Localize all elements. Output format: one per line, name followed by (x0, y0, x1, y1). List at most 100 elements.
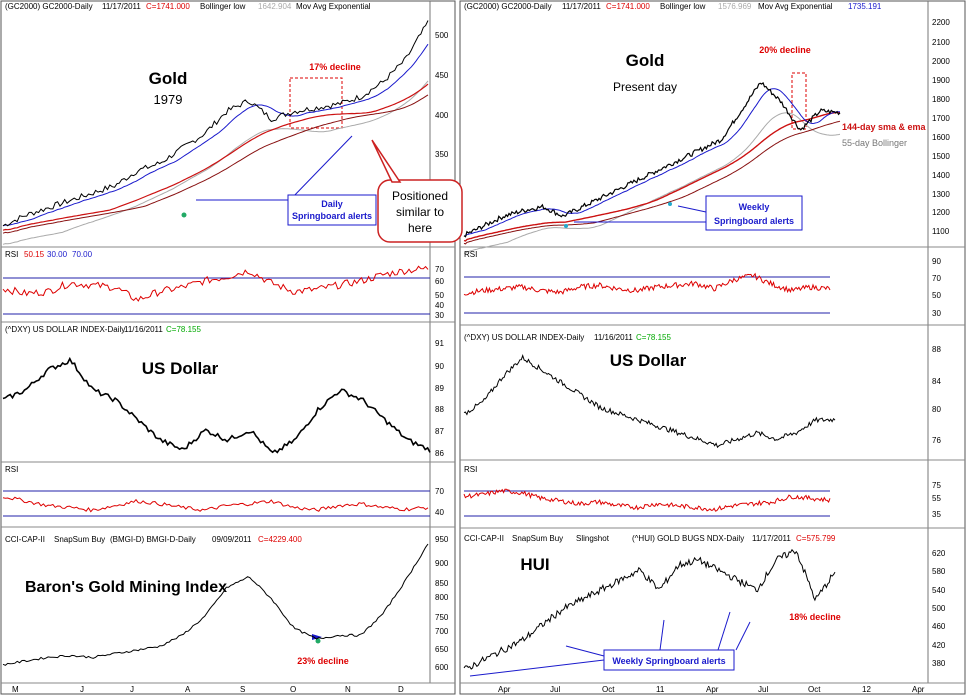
left-gold-price-line (2, 20, 429, 227)
x-label: A (185, 685, 191, 694)
tick: 1700 (932, 114, 950, 123)
right-boll-label: 55-day Bollinger (842, 138, 907, 148)
right-dollar-header: (^DXY) US DOLLAR INDEX-Daily 11/16/2011 … (464, 333, 671, 342)
x-label: Jul (758, 685, 768, 694)
left-gold-title: Gold (149, 69, 188, 88)
left-gold-subtitle: 1979 (154, 92, 183, 107)
tick: 450 (435, 71, 449, 80)
x-label: D (398, 685, 404, 694)
springboard-marker (564, 224, 568, 228)
header-date: 11/17/2011 (102, 2, 141, 11)
left-gold-ema-red (2, 83, 429, 231)
header-a: CCI-CAP-II (464, 534, 504, 543)
rsi-high: 70.00 (72, 250, 93, 259)
tick: 380 (932, 659, 946, 668)
left-gold-bollinger-line (2, 80, 429, 245)
header-close: C=78.155 (636, 333, 671, 342)
x-label: Oct (808, 685, 821, 694)
left-dollar-ticks: 91 90 89 88 87 86 (435, 339, 444, 458)
right-gold-price-line (463, 81, 841, 238)
tick: 70 (932, 274, 941, 283)
right-gold-header: (GC2000) GC2000-Daily 11/17/2011 C=1741.… (464, 2, 882, 11)
tick: 70 (435, 487, 444, 496)
x-label: J (80, 685, 84, 694)
left-gold-sma-red (2, 94, 429, 234)
tick: 1100 (932, 227, 950, 236)
tick: 60 (435, 277, 444, 286)
right-gold-ema-red (463, 111, 840, 242)
header-ma-value: 1735.191 (848, 2, 882, 11)
right-hui-ticks: 620 580 540 500 460 420 380 (932, 549, 946, 668)
tick: 1600 (932, 133, 950, 142)
tick: 90 (435, 362, 444, 371)
panel-separators (1, 246, 965, 684)
right-rsi2-line (463, 488, 831, 512)
x-label: S (240, 685, 245, 694)
header-c: Slingshot (576, 534, 610, 543)
header-ma: Mov Avg Exponential (296, 2, 371, 11)
right-rsi-label: RSI (464, 250, 477, 259)
header-symbol: (GC2000) GC2000-Daily (5, 2, 93, 11)
right-dollar-ticks: 88 84 80 76 (932, 345, 941, 445)
right-hui-title: HUI (520, 555, 549, 574)
tick: 88 (435, 405, 444, 414)
left-decline-box (289, 77, 343, 129)
tick: 2000 (932, 57, 950, 66)
left-gold-header: (GC2000) GC2000-Daily 11/17/2011 C=1741.… (5, 2, 371, 11)
center-callout-line1: Positioned (392, 189, 448, 203)
header-bollinger-value: 1576.969 (718, 2, 752, 11)
header-close: C=4229.400 (258, 535, 302, 544)
right-rsi-ticks: 90 70 50 30 (932, 257, 941, 318)
left-callout-line1: Daily (321, 199, 343, 209)
tick: 76 (932, 436, 941, 445)
tick: 55 (932, 494, 941, 503)
tick: 1300 (932, 190, 950, 199)
left-gold-ticks: 500 450 400 350 (435, 31, 449, 159)
right-gold-ticks: 2200 2100 2000 1900 1800 1700 1600 1500 … (932, 18, 950, 236)
tick: 2100 (932, 38, 950, 47)
left-dollar-line (2, 356, 431, 454)
tick: 420 (932, 641, 946, 650)
springboard-marker (315, 638, 321, 644)
right-rsi-line (463, 272, 831, 296)
tick: 2200 (932, 18, 950, 27)
tick: 80 (932, 405, 941, 414)
header-date: 09/09/2011 (212, 535, 252, 544)
tick: 850 (435, 579, 449, 588)
tick: 950 (435, 535, 449, 544)
left-miners-decline: 23% decline (297, 656, 349, 666)
header-symbol: (^DXY) US DOLLAR INDEX-Daily (5, 325, 125, 334)
tick: 84 (932, 377, 941, 386)
right-hui-header: CCI-CAP-II SnapSum Buy Slingshot (^HUI) … (464, 534, 836, 543)
left-rsi-ticks: 70 60 50 40 30 (435, 265, 444, 320)
x-label: N (345, 685, 351, 694)
hui-callout-leaders (469, 611, 751, 677)
left-xaxis: M J J A S O N D (12, 685, 404, 694)
center-callout-pointer (371, 139, 402, 183)
right-frame (459, 0, 966, 695)
header-symbol: (^DXY) US DOLLAR INDEX-Daily (464, 333, 584, 342)
tick: 800 (435, 593, 449, 602)
x-label: Apr (706, 685, 719, 694)
tick: 50 (435, 291, 444, 300)
left-miners-title: Baron's Gold Mining Index (25, 579, 227, 596)
tick: 1800 (932, 95, 950, 104)
tick: 700 (435, 627, 449, 636)
left-callout-line2: Springboard alerts (292, 211, 372, 221)
x-label: Apr (498, 685, 511, 694)
left-miners-line (2, 543, 429, 666)
callout-leader (677, 205, 707, 213)
left-dollar-header: (^DXY) US DOLLAR INDEX-Daily 11/16/2011 … (5, 325, 201, 334)
tick: 30 (435, 311, 444, 320)
header-date: 11/17/2011 (562, 2, 601, 11)
right-rsi2-label: RSI (464, 465, 477, 474)
left-rsi2-ticks: 70 40 (435, 487, 444, 517)
right-gold-bollinger-line (463, 112, 841, 255)
x-label: M (12, 685, 19, 694)
tick: 1200 (932, 208, 950, 217)
left-rsi2-line (2, 496, 429, 513)
x-label: J (130, 685, 134, 694)
tick: 90 (932, 257, 941, 266)
header-bollinger: Bollinger low (660, 2, 706, 11)
